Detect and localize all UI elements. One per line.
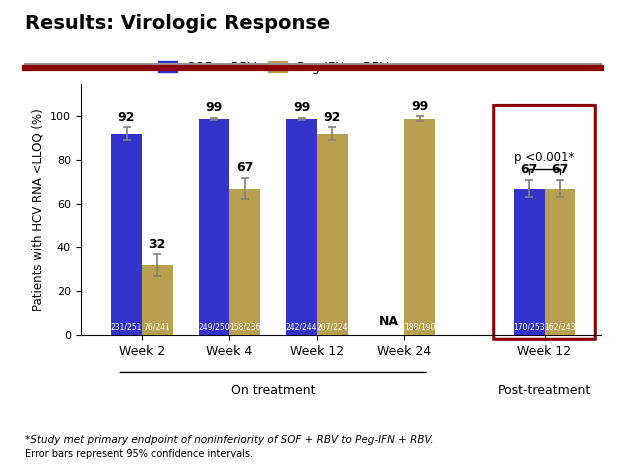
Bar (199, 119, 229, 335)
Text: 99: 99 (205, 101, 223, 114)
Text: On treatment: On treatment (231, 384, 316, 397)
Text: 188/190: 188/190 (404, 323, 435, 332)
Text: 249/250: 249/250 (198, 323, 230, 332)
Text: 92: 92 (324, 111, 341, 124)
Y-axis label: Patients with HCV RNA <LLOQ (%): Patients with HCV RNA <LLOQ (%) (32, 108, 44, 311)
Text: Error bars represent 95% confidence intervals.: Error bars represent 95% confidence inte… (25, 449, 253, 459)
Text: NA: NA (379, 315, 399, 328)
Text: 32: 32 (149, 238, 166, 251)
Bar (544, 188, 575, 335)
Text: 158/236: 158/236 (229, 323, 260, 332)
Bar (229, 188, 260, 335)
Text: Post-treatment: Post-treatment (498, 384, 591, 397)
Text: 162/243: 162/243 (544, 323, 575, 332)
Text: 170/253: 170/253 (513, 323, 545, 332)
Text: 99: 99 (293, 101, 310, 114)
Legend: SOF + RBV, Peg-IFN + RBV: SOF + RBV, Peg-IFN + RBV (154, 57, 392, 78)
Bar (142, 265, 172, 335)
Bar (514, 188, 544, 335)
Text: 67: 67 (551, 164, 569, 177)
Bar (317, 134, 348, 335)
Text: 67: 67 (236, 161, 254, 174)
Bar (286, 119, 317, 335)
Text: *Study met primary endpoint of noninferiority of SOF + RBV to Peg-IFN + RBV.: *Study met primary endpoint of noninferi… (25, 435, 433, 445)
Text: Results: Virologic Response: Results: Virologic Response (25, 14, 330, 33)
Text: p <0.001*: p <0.001* (515, 152, 575, 165)
Text: 76/241: 76/241 (144, 323, 170, 332)
Text: 207/224: 207/224 (316, 323, 348, 332)
Text: 242/244: 242/244 (286, 323, 317, 332)
Bar (111, 134, 142, 335)
Text: 99: 99 (411, 100, 428, 113)
Text: 67: 67 (521, 164, 538, 177)
Text: 92: 92 (118, 111, 135, 124)
Text: 231/251: 231/251 (111, 323, 142, 332)
Bar (404, 119, 435, 335)
